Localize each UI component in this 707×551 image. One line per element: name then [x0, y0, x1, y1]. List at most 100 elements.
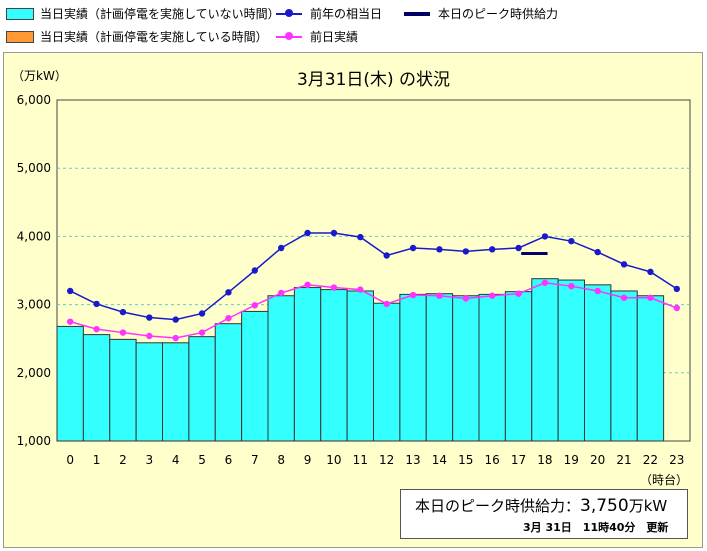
- last-year-point-3: [146, 314, 153, 321]
- bar-today-8: [267, 295, 295, 442]
- y-axis-label: （万kW）: [12, 69, 67, 83]
- x-tick-label: 4: [172, 453, 180, 467]
- legend-label-last-year: 前年の相当日: [310, 7, 383, 21]
- yesterday-point-12: [383, 300, 390, 308]
- last-year-point-0: [66, 287, 74, 295]
- yesterday-line: [69, 282, 678, 339]
- bar-today-16: [478, 293, 506, 442]
- yesterday-point-20: [594, 287, 601, 295]
- bar-today-0: [56, 325, 84, 442]
- legend-label-peak-supply: 本日のピーク時供給力: [438, 7, 559, 21]
- last-year-point-20: [594, 248, 601, 256]
- last-year-point-21: [620, 261, 628, 268]
- yesterday-point-3: [146, 332, 153, 340]
- last-year-point-16: [488, 246, 496, 253]
- yesterday-point-11: [357, 286, 364, 293]
- peak-info-label: 本日のピーク時供給力：: [415, 497, 581, 515]
- bar-today-19: [557, 279, 585, 442]
- yesterday-point-22: [647, 294, 654, 301]
- last-year-point-23: [673, 285, 681, 293]
- bar-today-13: [399, 293, 427, 442]
- x-axis-label: （時台）: [640, 472, 688, 487]
- legend-label-today-normal: 当日実績（計画停電を実施していない時間）: [40, 7, 280, 21]
- x-tick-label: 21: [616, 453, 631, 467]
- x-tick-label: 15: [458, 453, 473, 467]
- x-tick-label: 9: [304, 453, 312, 467]
- x-tick-label: 19: [564, 453, 579, 467]
- bar-today-6: [214, 323, 243, 442]
- yesterday-point-21: [620, 294, 628, 301]
- bar-today-18: [531, 278, 559, 442]
- bar-today-4: [162, 342, 190, 442]
- last-year-line: [69, 232, 678, 321]
- y-tick-label: 4,000: [17, 229, 51, 243]
- x-tick-label: 10: [326, 453, 341, 467]
- x-tick-label: 12: [379, 453, 394, 467]
- peak-info-value: 3,750: [580, 496, 629, 516]
- bar-today-2: [109, 338, 137, 442]
- yesterday-point-10: [330, 284, 338, 291]
- last-year-point-12: [383, 252, 390, 259]
- x-tick-label: 6: [225, 453, 233, 467]
- y-tick-label: 5,000: [17, 161, 51, 175]
- y-tick-label: 6,000: [17, 93, 51, 107]
- bar-today-12: [373, 302, 401, 442]
- x-tick-label: 13: [405, 453, 420, 467]
- x-tick-label: 8: [277, 453, 285, 467]
- x-tick-label: 17: [511, 453, 526, 467]
- last-year-point-6: [225, 289, 232, 296]
- y-tick-label: 2,000: [17, 366, 51, 380]
- yesterday-point-18: [541, 279, 549, 286]
- last-year-point-13: [409, 244, 417, 252]
- bar-today-7: [241, 310, 269, 442]
- x-tick-label: 2: [119, 453, 127, 467]
- bar-today-5: [188, 336, 216, 442]
- legend-label-yesterday: 前日実績: [310, 30, 359, 44]
- last-year-point-1: [93, 300, 100, 308]
- yesterday-point-13: [409, 291, 417, 299]
- legend: 当日実績（計画停電を実施していない時間） 当日実績（計画停電を実施している時間）…: [0, 0, 707, 50]
- last-year-point-9: [304, 229, 311, 237]
- x-tick-label: 16: [485, 453, 500, 467]
- yesterday-point-7: [251, 302, 259, 309]
- legend-swatch-today-normal: [6, 8, 34, 20]
- yesterday-point-1: [93, 325, 100, 333]
- last-year-point-4: [172, 316, 179, 323]
- y-tick-label: 3,000: [17, 298, 51, 312]
- yesterday-point-8: [277, 289, 285, 297]
- x-tick-label: 1: [93, 453, 101, 467]
- bar-today-3: [135, 342, 163, 442]
- peak-info-updated: 3月 31日 11時40分 更新: [523, 521, 669, 534]
- x-tick-label: 20: [590, 453, 605, 467]
- yesterday-point-4: [172, 334, 179, 342]
- yesterday-point-0: [66, 318, 74, 325]
- bar-today-22: [636, 295, 665, 442]
- x-tick-label: 7: [251, 453, 259, 467]
- last-year-point-11: [357, 233, 364, 241]
- last-year-point-19: [568, 237, 575, 245]
- bar-today-15: [452, 295, 480, 442]
- legend-swatch-today-planned: [6, 31, 34, 43]
- yesterday-point-5: [198, 329, 206, 336]
- bar-today-17: [504, 291, 533, 442]
- last-year-point-7: [251, 267, 259, 274]
- legend-marker-yesterday: [285, 32, 293, 40]
- yesterday-point-23: [673, 304, 681, 312]
- bar-today-14: [425, 293, 454, 442]
- yesterday-point-15: [462, 295, 470, 302]
- peak-info-box: 本日のピーク時供給力：3,750万kW 3月 31日 11時40分 更新: [400, 489, 688, 539]
- last-year-point-17: [515, 244, 522, 252]
- x-tick-label: 22: [643, 453, 658, 467]
- yesterday-point-19: [568, 282, 575, 290]
- yesterday-point-16: [488, 292, 496, 299]
- bar-today-20: [584, 284, 612, 442]
- x-tick-label: 14: [432, 453, 447, 467]
- yesterday-point-14: [436, 292, 443, 299]
- last-year-point-18: [541, 233, 549, 240]
- bar-today-9: [293, 287, 322, 442]
- last-year-point-15: [462, 248, 470, 255]
- last-year-point-10: [330, 229, 338, 237]
- bar-today-11: [346, 290, 374, 442]
- legend-line-peak-supply: [404, 12, 430, 16]
